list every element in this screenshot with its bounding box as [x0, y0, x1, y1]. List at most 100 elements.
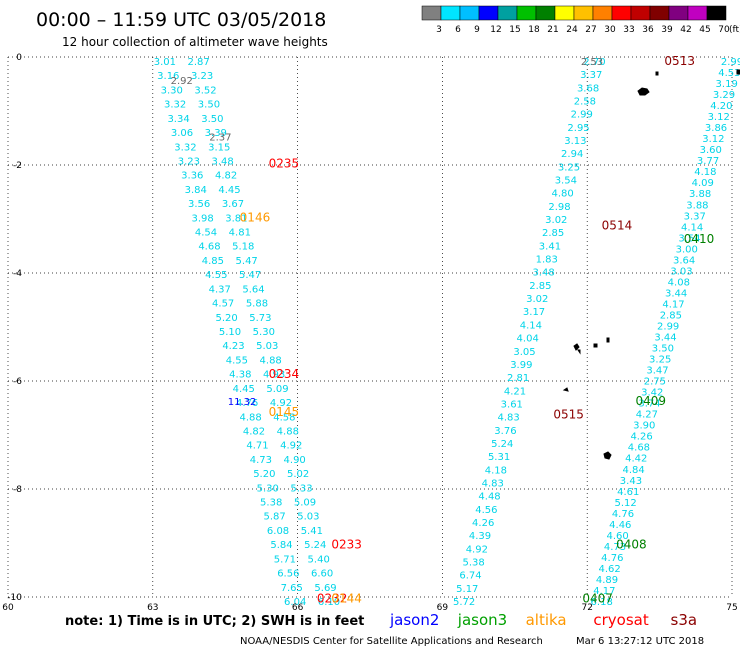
swh-value: 3.88 — [686, 200, 708, 211]
colorbar-swatch — [630, 5, 651, 21]
swh-value: 3.15 — [208, 142, 230, 153]
swh-value: 6.60 — [311, 569, 333, 580]
colorbar-label: 36 — [642, 25, 654, 35]
swh-value: 6.74 — [459, 571, 481, 582]
colorbar-label: 15 — [509, 25, 520, 35]
colorbar-label: 9 — [474, 25, 480, 35]
swh-value: 3.48 — [212, 156, 234, 167]
swh-value: 4.26 — [630, 432, 652, 443]
swh-value: 4.53 — [718, 68, 740, 79]
swh-value: 3.02 — [545, 215, 567, 226]
swh-value: 5.10 — [219, 327, 241, 338]
swh-value: 4.92 — [270, 398, 292, 409]
swh-value: 4.37 — [209, 284, 231, 295]
swh-value: 5.03 — [297, 512, 319, 523]
satellite-legend-item: altika — [526, 611, 567, 629]
swh-value: 3.67 — [222, 199, 244, 210]
swh-value: 6.56 — [277, 569, 299, 580]
colorbar-swatch — [687, 5, 708, 21]
x-tick-label: 60 — [2, 603, 14, 613]
swh-value: 4.27 — [636, 410, 658, 421]
swh-value-blue: 11.32 — [228, 397, 257, 408]
swh-value: 4.83 — [482, 478, 504, 489]
swh-value: 3.98 — [191, 213, 213, 224]
island-shape — [637, 87, 650, 96]
pass-time-label: 0232 — [317, 591, 348, 605]
swh-value: 4.20 — [710, 101, 732, 112]
swh-value: 4.14 — [681, 222, 703, 233]
pass-time-label: 0514 — [602, 219, 633, 233]
swh-value: 5.18 — [232, 242, 254, 253]
axis-labels: 60 63 66 69 72 75 0 -2 -4 -6 -8 -10 — [2, 53, 737, 613]
swh-value: 5.72 — [453, 597, 475, 608]
map-title: 00:00 – 11:59 UTC 03/05/2018 — [36, 9, 326, 31]
swh-value: 3.86 — [705, 123, 727, 134]
swh-value: 3.17 — [523, 307, 545, 318]
swh-value: 3.32 — [174, 142, 196, 153]
swh-value: 2.75 — [644, 377, 666, 388]
swh-value: 3.61 — [501, 399, 523, 410]
colorbar-unit: (ft) — [729, 25, 740, 35]
colorbar-swatch — [516, 5, 537, 21]
swh-value: 4.90 — [284, 455, 306, 466]
colorbar-swatch — [554, 5, 575, 21]
swh-value: 4.88 — [239, 412, 261, 423]
swh-value: 2.94 — [561, 149, 583, 160]
swh-value: 4.08 — [668, 277, 690, 288]
island-shape — [655, 71, 659, 76]
colorbar-swatch — [573, 5, 594, 21]
swh-value-gray: 2.37 — [209, 133, 231, 144]
swh-value: 3.37 — [580, 70, 602, 81]
swh-value: 3.77 — [697, 156, 719, 167]
colorbar-label: 18 — [528, 25, 540, 35]
swh-value: 3.54 — [555, 176, 577, 187]
colorbar-label: 45 — [699, 25, 710, 35]
colorbar-label: 21 — [547, 25, 558, 35]
legend-note: note: 1) Time is in UTC; 2) SWH is in fe… — [65, 614, 364, 629]
swh-value: 4.09 — [692, 178, 714, 189]
swh-value: 4.80 — [552, 189, 574, 200]
map-subtitle: 12 hour collection of altimeter wave hei… — [62, 35, 328, 49]
swh-value: 3.52 — [194, 85, 216, 96]
island-shape — [573, 343, 581, 355]
swh-value: 4.81 — [229, 228, 251, 239]
swh-value: 4.55 — [226, 355, 248, 366]
swh-value: 4.42 — [625, 454, 647, 465]
colorbar-swatch — [421, 5, 442, 21]
swh-value: 4.88 — [260, 355, 282, 366]
swh-value: 4.73 — [250, 455, 272, 466]
swh-value: 5.31 — [488, 452, 510, 463]
x-tick-label: 69 — [437, 603, 449, 613]
colorbar-label: 33 — [623, 25, 634, 35]
swh-value: 5.88 — [246, 299, 268, 310]
satellite-legend-item: jason3 — [457, 611, 507, 629]
swh-value: 4.21 — [504, 386, 526, 397]
swh-value: 6.04 — [284, 597, 306, 608]
colorbar-swatch — [440, 5, 461, 21]
swh-value: 3.37 — [684, 211, 706, 222]
swh-value: 3.29 — [713, 90, 735, 101]
swh-value: 3.54 — [678, 233, 700, 244]
swh-value: 5.20 — [253, 469, 275, 480]
pass-time-label: 0234 — [269, 367, 300, 381]
swh-value: 3.12 — [708, 112, 730, 123]
swh-value: 4.93 — [263, 370, 285, 381]
colorbar-label: 3 — [436, 25, 442, 35]
swh-value: 4.82 — [243, 426, 265, 437]
altimeter-tracks: 3.01 3.16 3.30 3.32 3.34 3.06 3.32 3.23 3.36 3.84… — [154, 57, 740, 608]
swh-value: 5.71 — [274, 554, 296, 565]
swh-value: 3.60 — [700, 145, 722, 156]
swh-value: 5.33 — [290, 483, 312, 494]
satellite-legend-item: cryosat — [593, 611, 648, 629]
swh-value: 5.69 — [314, 583, 336, 594]
swh-value: 2.87 — [188, 57, 210, 68]
colorbar-swatch — [706, 5, 727, 21]
swh-value: 5.64 — [242, 284, 264, 295]
swh-value: 2.58 — [574, 97, 596, 108]
swh-value: 4.82 — [215, 171, 237, 182]
swh-value: 4.76 — [236, 398, 258, 409]
swh-value: 3.39 — [205, 128, 227, 139]
swh-value: 4.26 — [472, 518, 494, 529]
pass-time-label: 0408 — [616, 537, 647, 551]
